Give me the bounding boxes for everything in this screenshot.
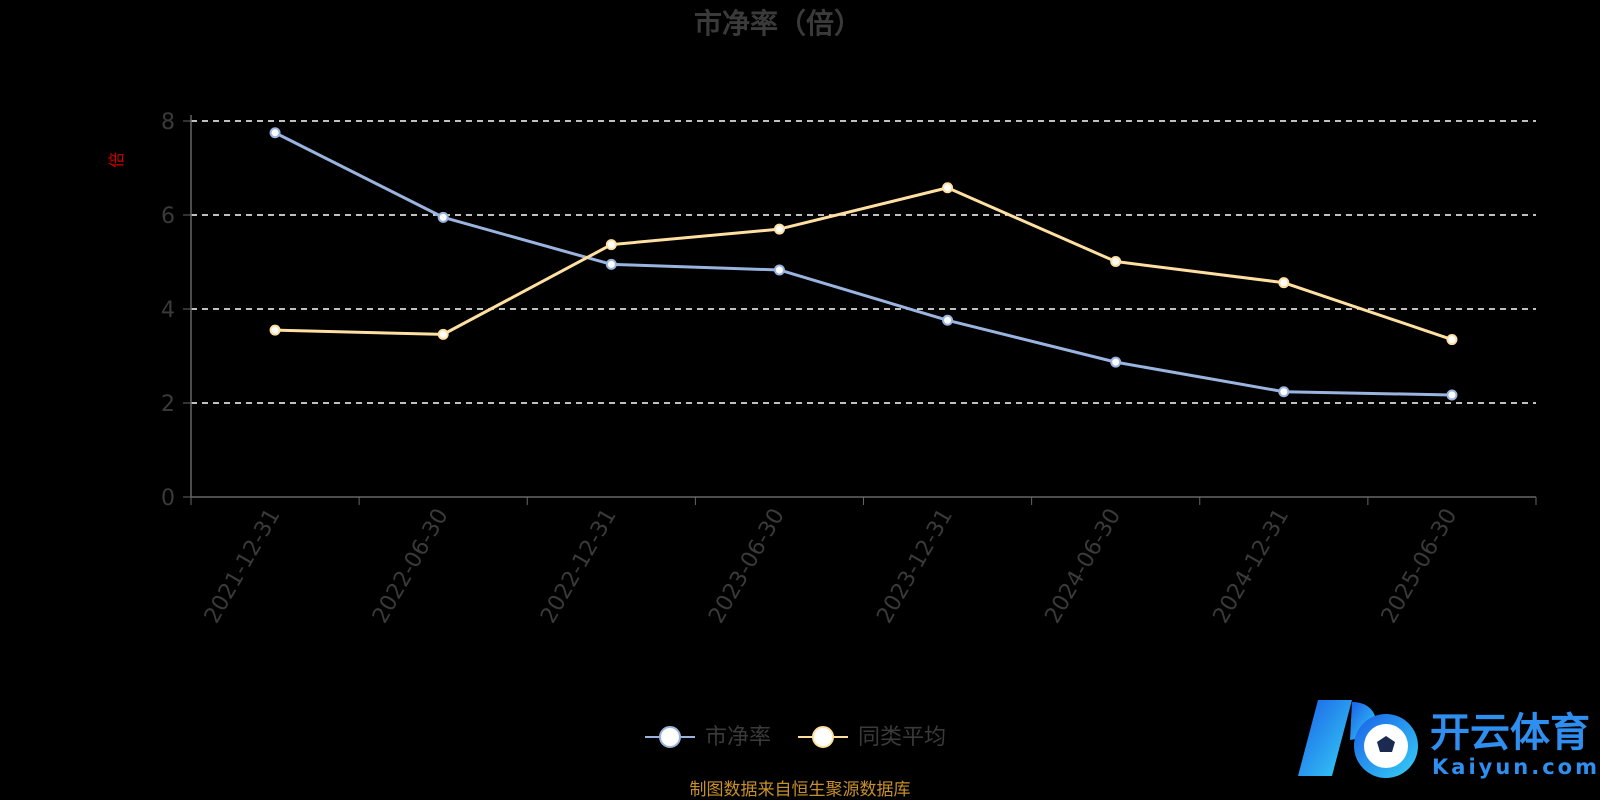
series-0-point[interactable] [437, 211, 449, 223]
logo-k-stem-icon [1298, 700, 1352, 776]
axes [183, 115, 1537, 505]
series-1-point[interactable] [1278, 277, 1290, 289]
legend-item-avg[interactable]: 同类平均 [798, 725, 946, 750]
legend-marker-avg-icon [812, 726, 834, 748]
watermark-cn: 开云体育 [1430, 710, 1590, 756]
watermark-en: Kaiyun.com [1432, 755, 1600, 779]
series-0-point[interactable] [1278, 386, 1290, 398]
series-line-1 [275, 186, 1453, 341]
watermark-logo: 开云体育 Kaiyun.com [1298, 700, 1600, 779]
chart-title: 市净率（倍） [694, 7, 862, 40]
y-tick-label: 0 [161, 486, 175, 511]
x-tick-label: 2024-12-31 [1209, 505, 1295, 628]
legend[interactable]: 市净率 同类平均 [645, 725, 946, 750]
x-tick-label: 2023-06-30 [704, 505, 790, 628]
x-tick-label: 2021-12-31 [200, 505, 286, 628]
y-axis-label: 倍 [107, 152, 126, 168]
series-1-point[interactable] [773, 223, 785, 235]
series-1-point[interactable] [269, 324, 281, 336]
x-tick-label: 2022-12-31 [536, 505, 622, 628]
y-tick-label: 2 [161, 392, 175, 417]
x-tick-label: 2025-06-30 [1377, 505, 1463, 628]
y-tick-label: 4 [161, 298, 175, 323]
series-0-point[interactable] [269, 127, 281, 139]
logo-ball-patch-icon [1377, 736, 1395, 752]
y-tick-labels: 0 2 4 6 8 [161, 110, 175, 511]
series-line-0 [274, 131, 1452, 397]
grid-lines [191, 120, 1536, 404]
source-note: 制图数据来自恒生聚源数据库 [690, 780, 911, 800]
series-1-point[interactable] [605, 239, 617, 251]
legend-label-pb: 市净率 [705, 725, 771, 750]
x-tick-label: 2024-06-30 [1040, 505, 1126, 628]
series-1-point[interactable] [1446, 334, 1458, 346]
series-0-point[interactable] [942, 314, 954, 326]
legend-item-pb[interactable]: 市净率 [645, 725, 771, 750]
series-0-point[interactable] [1110, 356, 1122, 368]
x-tick-labels: 2021-12-31 2022-06-30 2022-12-31 2023-06-30… [200, 505, 1462, 628]
y-tick-label: 8 [161, 110, 175, 135]
legend-marker-pb-icon [659, 726, 681, 748]
y-tick-label: 6 [161, 204, 175, 229]
series-1-point[interactable] [942, 182, 954, 194]
series-0-point[interactable] [1446, 389, 1458, 401]
x-tick-label: 2022-06-30 [368, 505, 454, 628]
series-1-point[interactable] [1110, 256, 1122, 268]
series-0-point[interactable] [605, 258, 617, 270]
series-0-point[interactable] [773, 264, 785, 276]
legend-label-avg: 同类平均 [858, 725, 946, 750]
series-group [269, 127, 1458, 401]
series-1-point[interactable] [437, 328, 449, 340]
x-tick-label: 2023-12-31 [872, 505, 958, 628]
